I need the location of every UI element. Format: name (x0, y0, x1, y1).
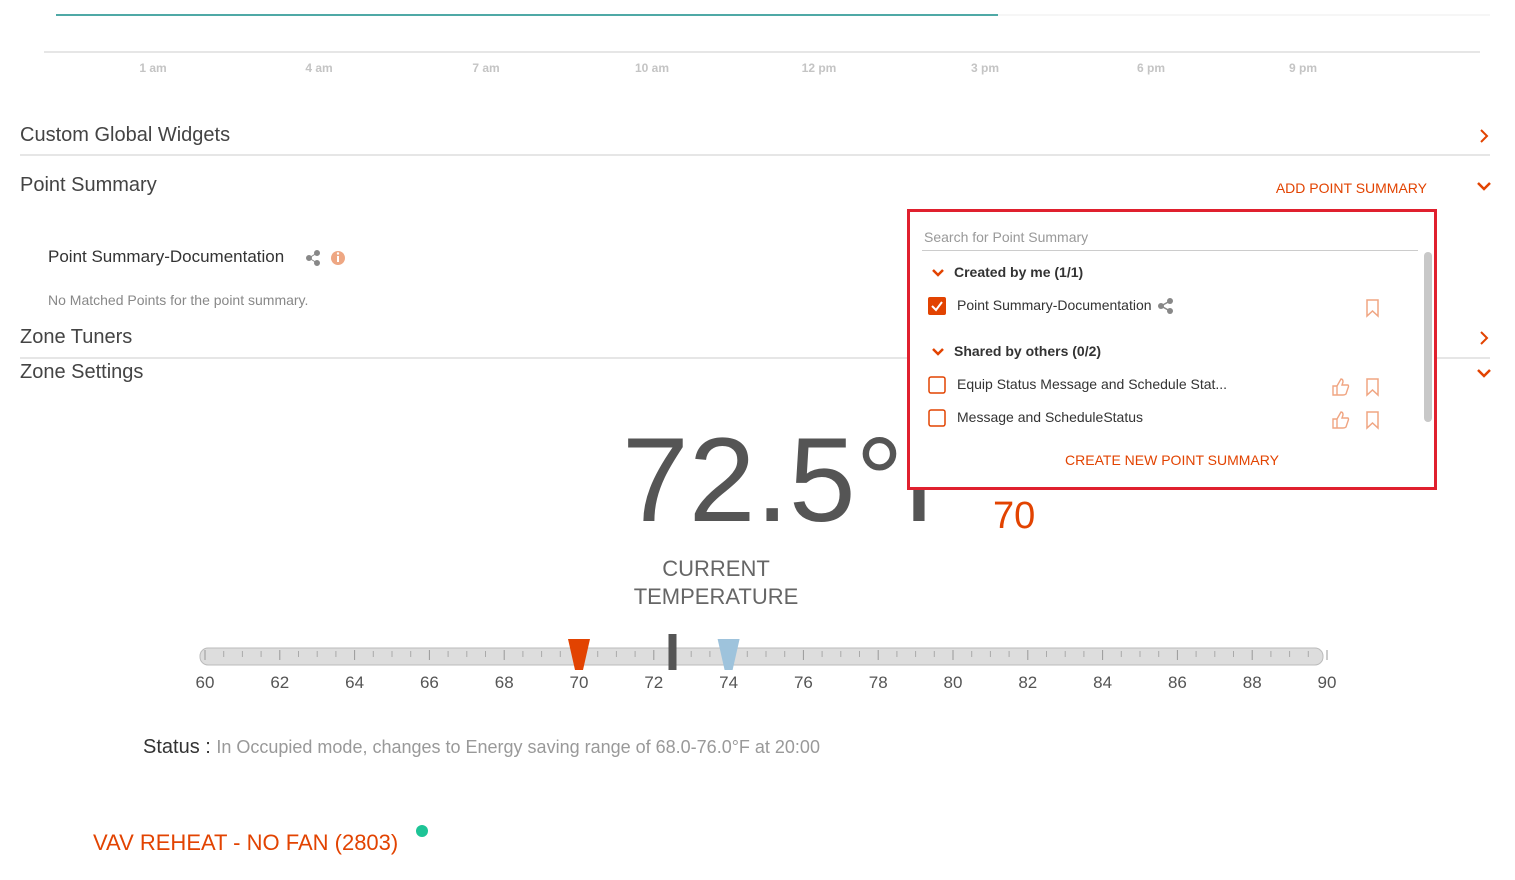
like-icon[interactable] (1331, 410, 1351, 430)
checkmark (931, 301, 943, 312)
share-icon[interactable] (1156, 296, 1176, 316)
slider-tick-label: 80 (944, 673, 963, 692)
search-input[interactable]: Search for Point Summary (924, 229, 1089, 245)
group-title[interactable]: Created by me (1/1) (954, 264, 1084, 280)
slider-track[interactable] (199, 647, 1324, 666)
item-label[interactable]: Message and ScheduleStatus (957, 409, 1144, 425)
slider-tick-label: 84 (1093, 673, 1112, 692)
slider-tick-label: 76 (794, 673, 813, 692)
x-tick-label: 4 am (305, 61, 333, 75)
equipment-name[interactable]: VAV REHEAT - NO FAN (2803) (93, 830, 399, 855)
share-dot (1158, 303, 1164, 309)
cooling-marker[interactable] (717, 639, 740, 670)
slider-tick-label: 68 (495, 673, 514, 692)
info-icon[interactable] (331, 251, 345, 265)
checkbox-empty (928, 409, 946, 427)
caption: CURRENT TEMPERATURE (616, 555, 816, 611)
caption-line: TEMPERATURE (633, 584, 799, 609)
slider-tick-label: 78 (869, 673, 888, 692)
checkbox-checked (928, 297, 946, 315)
slider-tick-label: 60 (196, 673, 215, 692)
share-dot (1167, 298, 1173, 304)
item-label[interactable]: Point Summary-Documentation (957, 297, 1152, 313)
heating-setpoint: 70 (993, 495, 1036, 537)
checkbox-empty (928, 376, 946, 394)
slider-tick-label: 70 (570, 673, 589, 692)
x-tick-label: 6 pm (1136, 61, 1165, 75)
heating-marker[interactable] (568, 639, 590, 670)
point-summary-dropdown: Search for Point Summary CREATE NEW POIN… (907, 209, 1437, 490)
x-tick-label: 3 pm (970, 61, 999, 75)
slider-tick-label: 82 (1018, 673, 1037, 692)
group-chevron[interactable] (931, 268, 945, 278)
bookmark-icon[interactable] (1363, 377, 1383, 397)
checkbox[interactable] (928, 409, 946, 427)
x-tick-label: 12 pm (801, 61, 837, 75)
share-dot (1167, 308, 1173, 314)
bookmark-shape (1366, 378, 1379, 397)
x-tick-label: 9 pm (1288, 61, 1317, 75)
bookmark-shape (1366, 411, 1379, 430)
bookmark-icon[interactable] (1363, 410, 1383, 430)
section-title[interactable]: Zone Tuners (20, 326, 133, 348)
section-title[interactable]: Point Summary (20, 174, 157, 196)
chevron-right[interactable] (1480, 129, 1489, 143)
scrollbar[interactable] (1424, 252, 1432, 422)
slider-tick-label: 64 (345, 673, 364, 692)
summary-message: No Matched Points for the point summary. (48, 292, 309, 308)
x-tick-label: 10 am (634, 61, 670, 75)
section-title[interactable]: Zone Settings (20, 361, 144, 383)
status-text: In Occupied mode, changes to Energy savi… (216, 737, 820, 757)
chevron-down[interactable] (1477, 182, 1491, 191)
chevron-shape (932, 269, 944, 277)
section-title[interactable]: Custom Global Widgets (20, 124, 231, 146)
slider-tick-label: 72 (644, 673, 663, 692)
x-tick-label: 7 am (472, 61, 500, 75)
checkbox[interactable] (928, 297, 946, 315)
search-underline (922, 250, 1418, 251)
chevron-down[interactable] (1477, 369, 1491, 378)
bookmark-icon[interactable] (1363, 298, 1383, 318)
slider-tick-label: 62 (270, 673, 289, 692)
slider: 60 62 64 66 68 70 72 74 76 78 80 82 84 86 88 90 (196, 634, 1337, 692)
like-icon[interactable] (1331, 377, 1351, 397)
current-marker (668, 634, 677, 670)
slider-tick-label: 88 (1243, 673, 1262, 692)
caption-line: CURRENT (662, 556, 770, 581)
slider-tick-label: 90 (1318, 673, 1337, 692)
slider-tick-label: 74 (719, 673, 738, 692)
group-title[interactable]: Shared by others (0/2) (954, 343, 1102, 359)
checkbox[interactable] (928, 376, 946, 394)
status-dot (416, 825, 428, 837)
bookmark-shape (1366, 299, 1379, 318)
summary-name: Point Summary-Documentation (48, 247, 285, 266)
slider-tick-label: 86 (1168, 673, 1187, 692)
status: Status : In Occupied mode, changes to En… (143, 736, 820, 759)
like-shape (1332, 411, 1350, 429)
item-label[interactable]: Equip Status Message and Schedule Stat..… (957, 376, 1228, 392)
group-chevron[interactable] (931, 347, 945, 357)
x-tick-label: 1 am (139, 61, 167, 75)
like-shape (1332, 378, 1350, 396)
status-label: Status : (143, 736, 211, 758)
slider-tick-label: 66 (420, 673, 439, 692)
add-button[interactable]: ADD POINT SUMMARY (1275, 180, 1427, 196)
create-button[interactable]: CREATE NEW POINT SUMMARY (1065, 452, 1279, 468)
chevron-right[interactable] (1480, 331, 1489, 345)
chevron-shape (932, 348, 944, 356)
share-icon[interactable] (306, 250, 320, 266)
